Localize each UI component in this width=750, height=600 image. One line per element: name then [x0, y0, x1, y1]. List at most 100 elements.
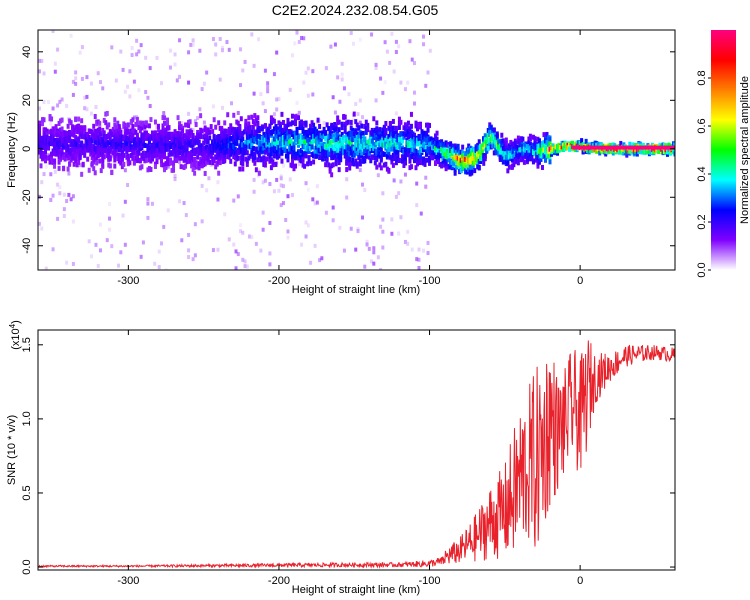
heatmap-cell: [187, 154, 191, 160]
x-tick-label: 0: [577, 575, 583, 587]
heatmap-cell: [72, 132, 76, 138]
heatmap-cell: [50, 134, 54, 140]
heatmap-cell: [351, 41, 355, 46]
heatmap-cell: [75, 124, 79, 130]
heatmap-cell: [385, 144, 389, 150]
heatmap-cell: [202, 159, 206, 165]
heatmap-cell: [328, 146, 332, 152]
heatmap-cell: [468, 171, 472, 177]
heatmap-cell: [309, 123, 313, 129]
heatmap-cell: [135, 154, 139, 160]
heatmap-cell: [81, 161, 85, 167]
heatmap-cell: [349, 119, 353, 125]
heatmap-cell: [245, 137, 249, 143]
heatmap-cell: [229, 150, 233, 156]
heatmap-cell: [221, 139, 225, 145]
heatmap-cell: [292, 145, 296, 151]
heatmap-cell: [77, 127, 81, 133]
heatmap-cell: [312, 138, 316, 144]
heatmap-cell: [408, 148, 412, 154]
heatmap-cell: [95, 149, 99, 155]
heatmap-cell: [521, 136, 525, 142]
heatmap-cell: [69, 130, 73, 136]
heatmap-cell: [297, 115, 301, 121]
heatmap-cell: [489, 129, 493, 135]
heatmap-cell: [322, 126, 326, 132]
heatmap-cell: [506, 158, 510, 164]
heatmap-cell: [38, 120, 41, 126]
heatmap-cell: [150, 130, 154, 136]
heatmap-cell: [92, 157, 96, 163]
heatmap-cell: [131, 146, 135, 152]
heatmap-cell: [432, 143, 436, 149]
heatmap-cell: [245, 139, 249, 145]
heatmap-cell: [507, 149, 511, 155]
heatmap-cell: [123, 127, 127, 133]
heatmap-cell: [254, 147, 258, 153]
snr-y-ticks: 0.00.51.01.5: [21, 337, 675, 575]
heatmap-cell: [587, 149, 591, 155]
heatmap-cell: [161, 123, 165, 129]
heatmap-cell: [365, 239, 369, 244]
heatmap-cell: [89, 129, 93, 135]
heatmap-cell: [534, 145, 538, 151]
heatmap-cell: [235, 156, 239, 162]
heatmap-cell: [260, 147, 264, 153]
heatmap-cell: [253, 113, 257, 119]
heatmap-cell: [196, 139, 200, 145]
heatmap-cell: [394, 125, 398, 131]
heatmap-cell: [241, 142, 245, 148]
heatmap-cell: [300, 123, 304, 129]
heatmap-cell: [50, 151, 54, 157]
heatmap-cell: [69, 197, 73, 202]
heatmap-cell: [242, 129, 246, 135]
heatmap-cell: [126, 183, 130, 188]
heatmap-cell: [339, 146, 343, 152]
heatmap-cell: [429, 141, 433, 147]
heatmap-cell: [62, 192, 66, 197]
heatmap-cell: [387, 147, 391, 153]
heatmap-cell: [191, 132, 195, 138]
heatmap-cell: [297, 138, 301, 144]
heatmap-cell: [230, 136, 234, 142]
heatmap-cell: [262, 156, 266, 162]
heatmap-cell: [340, 61, 344, 66]
heatmap-cell: [531, 150, 535, 156]
heatmap-cell: [116, 152, 120, 158]
heatmap-cell: [540, 152, 544, 158]
heatmap-cell: [521, 144, 525, 150]
heatmap-cell: [507, 154, 511, 160]
heatmap-cell: [119, 250, 123, 255]
heatmap-cell: [613, 145, 616, 150]
heatmap-cell: [247, 135, 251, 141]
heatmap-cell: [358, 152, 362, 158]
heatmap-cell: [300, 35, 304, 40]
heatmap-cell: [330, 131, 334, 137]
heatmap-cell: [366, 140, 370, 146]
heatmap-cell: [528, 141, 532, 147]
heatmap-cell: [203, 170, 207, 176]
heatmap-cell: [354, 247, 358, 252]
heatmap-cell: [429, 145, 433, 151]
heatmap-cell: [128, 137, 132, 143]
heatmap-cell: [348, 151, 352, 157]
heatmap-cell: [162, 137, 166, 143]
heatmap-cell: [166, 134, 170, 140]
heatmap-cell: [616, 147, 620, 153]
heatmap-cell: [123, 242, 127, 247]
heatmap-cell: [179, 155, 183, 161]
heatmap-cell: [164, 141, 168, 147]
heatmap-cell: [217, 148, 221, 154]
heatmap-cell: [333, 153, 337, 159]
snr-panel: -300 -200 -100 0 0.00.51.01.5 Height of str…: [6, 320, 676, 596]
heatmap-cell: [394, 149, 398, 155]
heatmap-cell: [516, 139, 520, 145]
heatmap-cell: [113, 117, 117, 123]
heatmap-cell: [113, 157, 117, 163]
heatmap-cell: [236, 149, 240, 155]
heatmap-cell: [363, 148, 367, 154]
heatmap-cell: [376, 150, 380, 156]
heatmap-cell: [337, 127, 341, 133]
heatmap-cell: [272, 145, 276, 151]
heatmap-cell: [259, 135, 263, 141]
